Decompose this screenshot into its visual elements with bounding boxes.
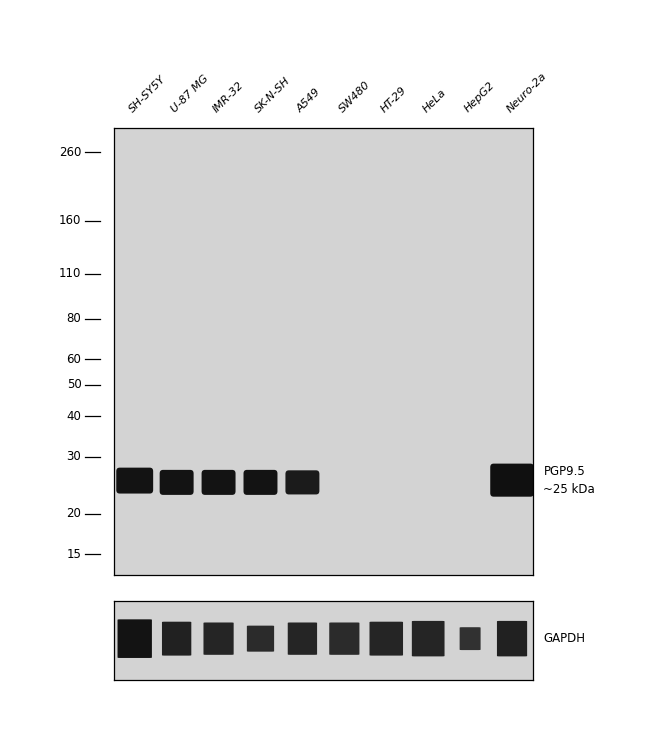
Text: HeLa: HeLa bbox=[421, 87, 448, 114]
Text: 30: 30 bbox=[67, 450, 81, 463]
FancyBboxPatch shape bbox=[288, 623, 317, 655]
FancyBboxPatch shape bbox=[118, 620, 152, 658]
Text: 260: 260 bbox=[59, 146, 81, 159]
Text: SH-SY5Y: SH-SY5Y bbox=[127, 74, 168, 114]
Text: 15: 15 bbox=[66, 547, 81, 561]
Text: Neuro-2a: Neuro-2a bbox=[505, 71, 549, 114]
Text: 20: 20 bbox=[66, 508, 81, 520]
Text: HepG2: HepG2 bbox=[463, 80, 497, 114]
Text: IMR-32: IMR-32 bbox=[211, 80, 246, 114]
Text: SW480: SW480 bbox=[337, 79, 372, 114]
FancyBboxPatch shape bbox=[247, 626, 274, 652]
Text: 80: 80 bbox=[67, 312, 81, 325]
Text: 160: 160 bbox=[59, 214, 81, 228]
FancyBboxPatch shape bbox=[285, 470, 319, 494]
FancyBboxPatch shape bbox=[202, 470, 235, 495]
FancyBboxPatch shape bbox=[203, 623, 233, 655]
Text: 40: 40 bbox=[66, 409, 81, 423]
Text: HT-29: HT-29 bbox=[379, 85, 409, 114]
Text: SK-N-SH: SK-N-SH bbox=[254, 75, 292, 114]
FancyBboxPatch shape bbox=[162, 622, 191, 656]
FancyBboxPatch shape bbox=[497, 621, 527, 656]
Text: GAPDH: GAPDH bbox=[543, 632, 586, 645]
FancyBboxPatch shape bbox=[330, 623, 359, 655]
FancyBboxPatch shape bbox=[116, 468, 153, 493]
Text: 50: 50 bbox=[67, 379, 81, 391]
FancyBboxPatch shape bbox=[244, 470, 278, 495]
FancyBboxPatch shape bbox=[412, 621, 445, 656]
Text: 60: 60 bbox=[66, 352, 81, 366]
FancyBboxPatch shape bbox=[369, 622, 403, 656]
Text: A549: A549 bbox=[295, 86, 323, 114]
FancyBboxPatch shape bbox=[490, 463, 534, 496]
FancyBboxPatch shape bbox=[460, 627, 480, 650]
Text: ~25 kDa: ~25 kDa bbox=[543, 483, 595, 496]
Text: 110: 110 bbox=[59, 267, 81, 280]
Text: PGP9.5: PGP9.5 bbox=[543, 465, 585, 478]
FancyBboxPatch shape bbox=[160, 470, 194, 495]
Text: U-87 MG: U-87 MG bbox=[170, 73, 211, 114]
